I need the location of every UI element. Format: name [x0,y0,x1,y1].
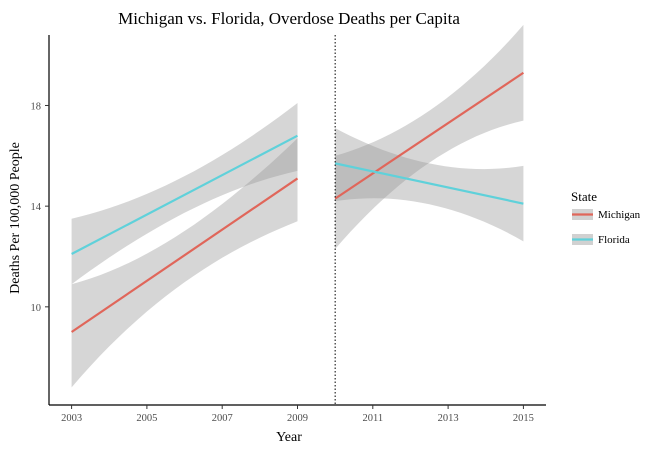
legend: State Michigan Florida [571,189,641,246]
confidence-ribbons [71,24,524,388]
x-axis-title: Year [276,430,302,445]
michigan-confidence-band-1 [71,138,298,388]
x-tick-label-2011: 2011 [362,413,383,424]
y-axis-ticks: 10 14 18 [31,101,49,314]
y-tick-label-10: 10 [31,303,42,314]
legend-label-michigan: Michigan [598,209,641,221]
x-tick-label-2013: 2013 [438,413,459,424]
y-tick-label-18: 18 [31,101,42,112]
michigan-trend-line-1 [70,177,299,333]
x-tick-label-2009: 2009 [287,413,308,424]
florida-trend-line-2 [334,162,524,205]
florida-trend-line-1 [71,134,299,255]
x-tick-label-2015: 2015 [513,413,534,424]
trend-lines [70,71,525,333]
x-tick-label-2005: 2005 [136,413,157,424]
florida-confidence-band-2 [335,128,524,242]
legend-title: State [571,189,597,204]
x-tick-label-2003: 2003 [61,413,82,424]
michigan-trend-line-2 [334,71,525,200]
chart-title: Michigan vs. Florida, Overdose Deaths pe… [118,9,460,28]
y-tick-label-14: 14 [31,202,42,213]
y-axis-title: Deaths Per 100,000 People [8,142,23,294]
x-axis-ticks: 2003 2005 2007 2009 2011 2013 2015 [61,405,534,424]
legend-label-florida: Florida [598,234,630,246]
x-tick-label-2007: 2007 [212,413,233,424]
